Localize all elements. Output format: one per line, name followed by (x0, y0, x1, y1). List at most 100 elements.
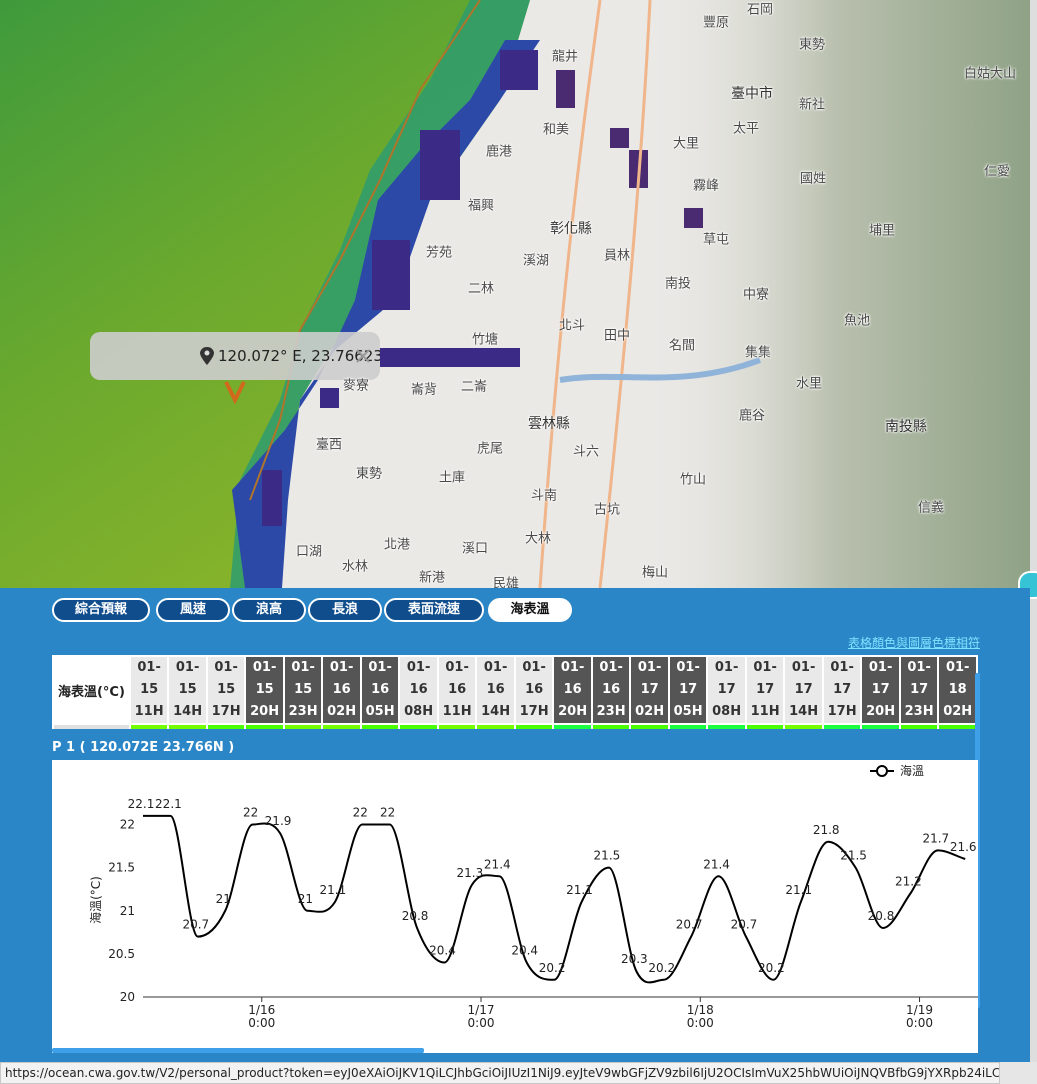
value-cell: 21 (246, 725, 283, 729)
place-label: 彰化縣 (550, 221, 592, 237)
data-label: 21.9 (265, 814, 292, 828)
hour: 08H (404, 704, 434, 719)
time-header: 01-17 11H (746, 657, 784, 723)
value-cell: 21 (361, 725, 399, 729)
time-header: 01-17 08H (708, 657, 745, 723)
value-cell: 22 (130, 725, 168, 729)
value-cell: 20 (862, 725, 899, 729)
place-label: 水里 (795, 376, 823, 392)
date: 01-17 (868, 660, 893, 697)
chart: 2020.52121.5221/160:001/170:001/180:001/… (52, 760, 978, 1053)
place-label: 民雄 (492, 576, 520, 589)
hour: 08H (712, 704, 742, 719)
date: 01-16 (329, 660, 354, 697)
place-label: 斗六 (572, 444, 600, 460)
place-label: 雲林縣 (528, 416, 570, 432)
hour: 17H (827, 704, 857, 719)
time-header: 01-17 02H (631, 657, 668, 723)
place-label: 大林 (524, 531, 552, 547)
data-label: 21.4 (484, 857, 511, 871)
place-label: 臺中市 (731, 86, 773, 102)
time-header: 01-17 14H (785, 657, 822, 723)
legend-label: 海溫 (900, 763, 924, 778)
date: 01-17 (676, 660, 700, 697)
hour: 20H (866, 704, 896, 719)
data-label: 20.2 (758, 961, 785, 975)
date: 01-17 (791, 660, 816, 697)
x-tick-label: 1/18 (687, 1003, 714, 1017)
value-cell: 22 (284, 725, 322, 729)
tab[interactable]: 浪高 (232, 598, 306, 622)
place-label: 竹山 (679, 472, 707, 488)
tab[interactable]: 表面流速 (384, 598, 484, 622)
tab[interactable]: 風速 (156, 598, 230, 622)
hour: 17H (519, 704, 549, 719)
hour: 11H (134, 704, 164, 719)
river (559, 357, 762, 383)
value-cell: 20 (669, 725, 707, 729)
place-label: 竹塘 (471, 332, 499, 348)
horizontal-scrollbar[interactable] (52, 1048, 424, 1053)
time-header: 01-15 23H (284, 657, 322, 723)
series-line (143, 814, 966, 984)
popup-close[interactable] (356, 349, 370, 363)
x-tick-label: 1/19 (906, 1003, 933, 1017)
data-label: 22 (243, 806, 258, 820)
value-cell: 21 (515, 725, 553, 729)
value-cell: 22 (477, 725, 514, 729)
date: 01-16 (406, 660, 431, 697)
map[interactable]: 120.072° E, 23.76623°45.960° N 龍井豐原石岡東勢臺… (0, 0, 1030, 588)
time-header: 01-15 11H (130, 657, 168, 723)
value-cell: 21 (900, 725, 938, 729)
data-label: 20.7 (182, 918, 209, 932)
cell (380, 348, 520, 367)
legend-marker (876, 765, 888, 777)
time-header: 01-16 14H (477, 657, 514, 723)
warm-band (232, 40, 540, 588)
place-label: 白姑大山 (963, 66, 1017, 82)
data-label: 22.1 (155, 797, 182, 811)
cell (262, 470, 282, 526)
cell (320, 388, 339, 408)
date: 01-15 (291, 660, 315, 697)
tab-active[interactable]: 海表溫 (488, 598, 572, 622)
value-cell: 22 (785, 725, 822, 729)
place-label: 東勢 (798, 37, 826, 53)
place-label: 草屯 (702, 232, 730, 248)
y-tick-label: 22 (120, 818, 135, 832)
time-header: 01-16 20H (554, 657, 591, 723)
place-label: 東勢 (355, 466, 383, 482)
date: 01-18 (945, 660, 970, 697)
data-label: 20.4 (511, 944, 538, 958)
data-label: 21.5 (840, 849, 867, 863)
place-label: 信義 (917, 500, 945, 516)
hour: 14H (173, 704, 203, 719)
cell (610, 128, 629, 148)
legend-link[interactable]: 表格顏色與圖層色標相符 (847, 636, 980, 650)
data-label: 21.7 (922, 831, 949, 845)
map-layer (0, 0, 1030, 588)
place-label: 芳苑 (425, 245, 453, 261)
forecast-panel: 綜合預報 風速 浪高 長浪 表面流速 海表溫 表格顏色與圖層色標相符 海表溫(°… (0, 588, 1030, 1062)
place-label: 溪口 (461, 541, 489, 557)
time-header: 01-15 17H (207, 657, 245, 723)
data-label: 20.4 (429, 944, 456, 958)
hour: 17H (211, 704, 241, 719)
data-label: 21.1 (319, 883, 346, 897)
cell (684, 208, 703, 228)
scrollbar-track (1030, 0, 1037, 1062)
place-label: 埔里 (868, 223, 896, 239)
tab[interactable]: 綜合預報 (52, 598, 150, 622)
row-label: P1 (54, 725, 129, 729)
location-marker (224, 381, 246, 405)
data-label: 22 (353, 806, 368, 820)
data-label: 21.2 (895, 875, 922, 889)
place-label: 北斗 (558, 318, 586, 334)
place-label: 新社 (798, 97, 826, 113)
x-tick-label: 0:00 (468, 1016, 495, 1030)
tab[interactable]: 長浪 (308, 598, 382, 622)
value-cell: 20 (823, 725, 861, 729)
status-url: https://ocean.cwa.gov.tw/V2/personal_pro… (0, 1062, 1000, 1084)
place-label: 名間 (668, 338, 696, 354)
place-label: 口湖 (295, 544, 323, 560)
